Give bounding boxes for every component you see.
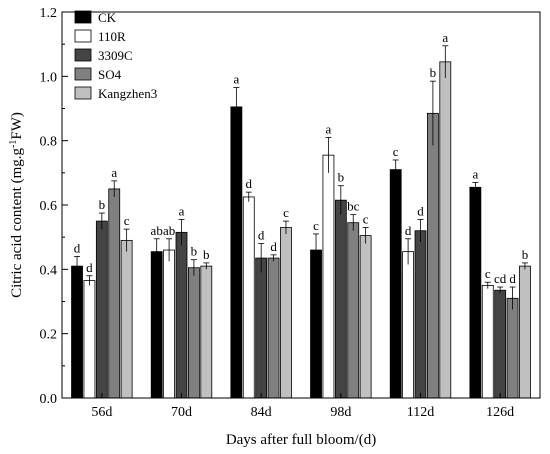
y-tick-label: 0.4 [40,263,58,278]
significance-label: c [485,266,491,281]
significance-label: d [86,260,93,275]
x-tick-label: 126d [486,405,514,420]
significance-label: d [246,176,253,191]
bar [150,251,163,399]
bar [414,230,427,399]
bar [389,169,402,399]
significance-label: d [74,240,81,255]
legend-swatch [74,29,92,43]
significance-label: b [430,65,437,80]
y-tick-label: 1.2 [40,6,58,21]
significance-label: ab [163,223,175,238]
significance-label: a [472,166,478,181]
significance-label: b [203,247,210,262]
significance-label: a [442,30,448,45]
legend-swatch [74,10,92,24]
significance-label: d [270,239,277,254]
bar [95,220,108,399]
significance-label: bc [347,199,360,214]
bar [439,61,452,399]
y-axis-title-tail: FW) [9,112,25,140]
significance-label: cd [494,271,507,286]
x-tick-label: 84d [251,405,272,420]
y-axis: 0.0 0.2 0.4 0.6 0.8 1.0 1.2 [40,6,68,407]
bar [334,199,347,399]
y-tick-label: 0.0 [40,392,58,407]
significance-label: a [233,72,239,87]
x-axis-title: Days after full bloom/(d) [226,432,376,448]
significance-label: b [99,197,106,212]
legend-label: 110R [98,29,126,44]
error-bars-layer [74,45,528,310]
legend-swatch [74,48,92,62]
y-tick-label: 1.0 [40,70,58,85]
x-tick-label: 98d [330,405,351,420]
significance-label: b [338,170,345,185]
bar [347,222,360,399]
legend-label: Kangzhen3 [98,86,157,101]
significance-label: a [326,121,332,136]
significance-label: b [522,247,529,262]
significance-label: c [363,212,369,227]
x-axis: 56d 70d 84d 98d 112d 126d [91,393,514,420]
y-axis-title-superscript: -1 [8,140,19,148]
significance-label: d [405,223,412,238]
x-tick-label: 56d [91,405,112,420]
significance-label: c [283,205,289,220]
bar [242,196,255,399]
legend: CK 110R 3309C SO4 Kangzhen3 [74,10,157,101]
bar [255,257,268,399]
significance-label: ab [151,223,163,238]
y-tick-label: 0.8 [40,135,58,150]
significance-label: d [417,203,424,218]
bar [359,235,372,399]
significance-label: a [111,165,117,180]
bar [322,154,335,399]
bar [200,265,213,399]
bar [494,289,507,399]
bar [175,231,188,399]
bar [71,265,83,399]
significance-label: d [258,228,265,243]
x-tick-label: 112d [407,405,434,420]
significance-label: c [313,218,319,233]
y-axis-title-main: Citric acid content (mg.g [9,147,25,297]
bar [230,106,243,399]
bar [402,251,415,399]
legend-swatch [74,86,92,100]
bar [187,267,200,399]
legend-label: 3309C [98,48,133,63]
bar [310,249,322,399]
significance-label: c [124,213,130,228]
bar [469,186,482,399]
significance-label: a [179,203,185,218]
y-tick-label: 0.6 [40,199,58,214]
bar [280,227,292,399]
bar [267,257,280,399]
significance-label: c [393,144,399,159]
bar [426,112,439,399]
bar [120,239,133,399]
bar [108,188,121,399]
legend-label: CK [98,10,117,25]
bar [481,285,494,399]
legend-label: SO4 [98,67,122,82]
y-axis-title: Citric acid content (mg.g-1FW) [8,112,25,298]
bar [519,265,531,399]
significance-label: d [509,271,516,286]
bar [83,280,96,399]
significance-label: b [191,244,198,259]
legend-swatch [74,67,92,81]
y-tick-label: 0.2 [40,328,58,343]
bar [506,297,519,399]
x-tick-label: 70d [171,405,192,420]
bar [163,249,176,399]
